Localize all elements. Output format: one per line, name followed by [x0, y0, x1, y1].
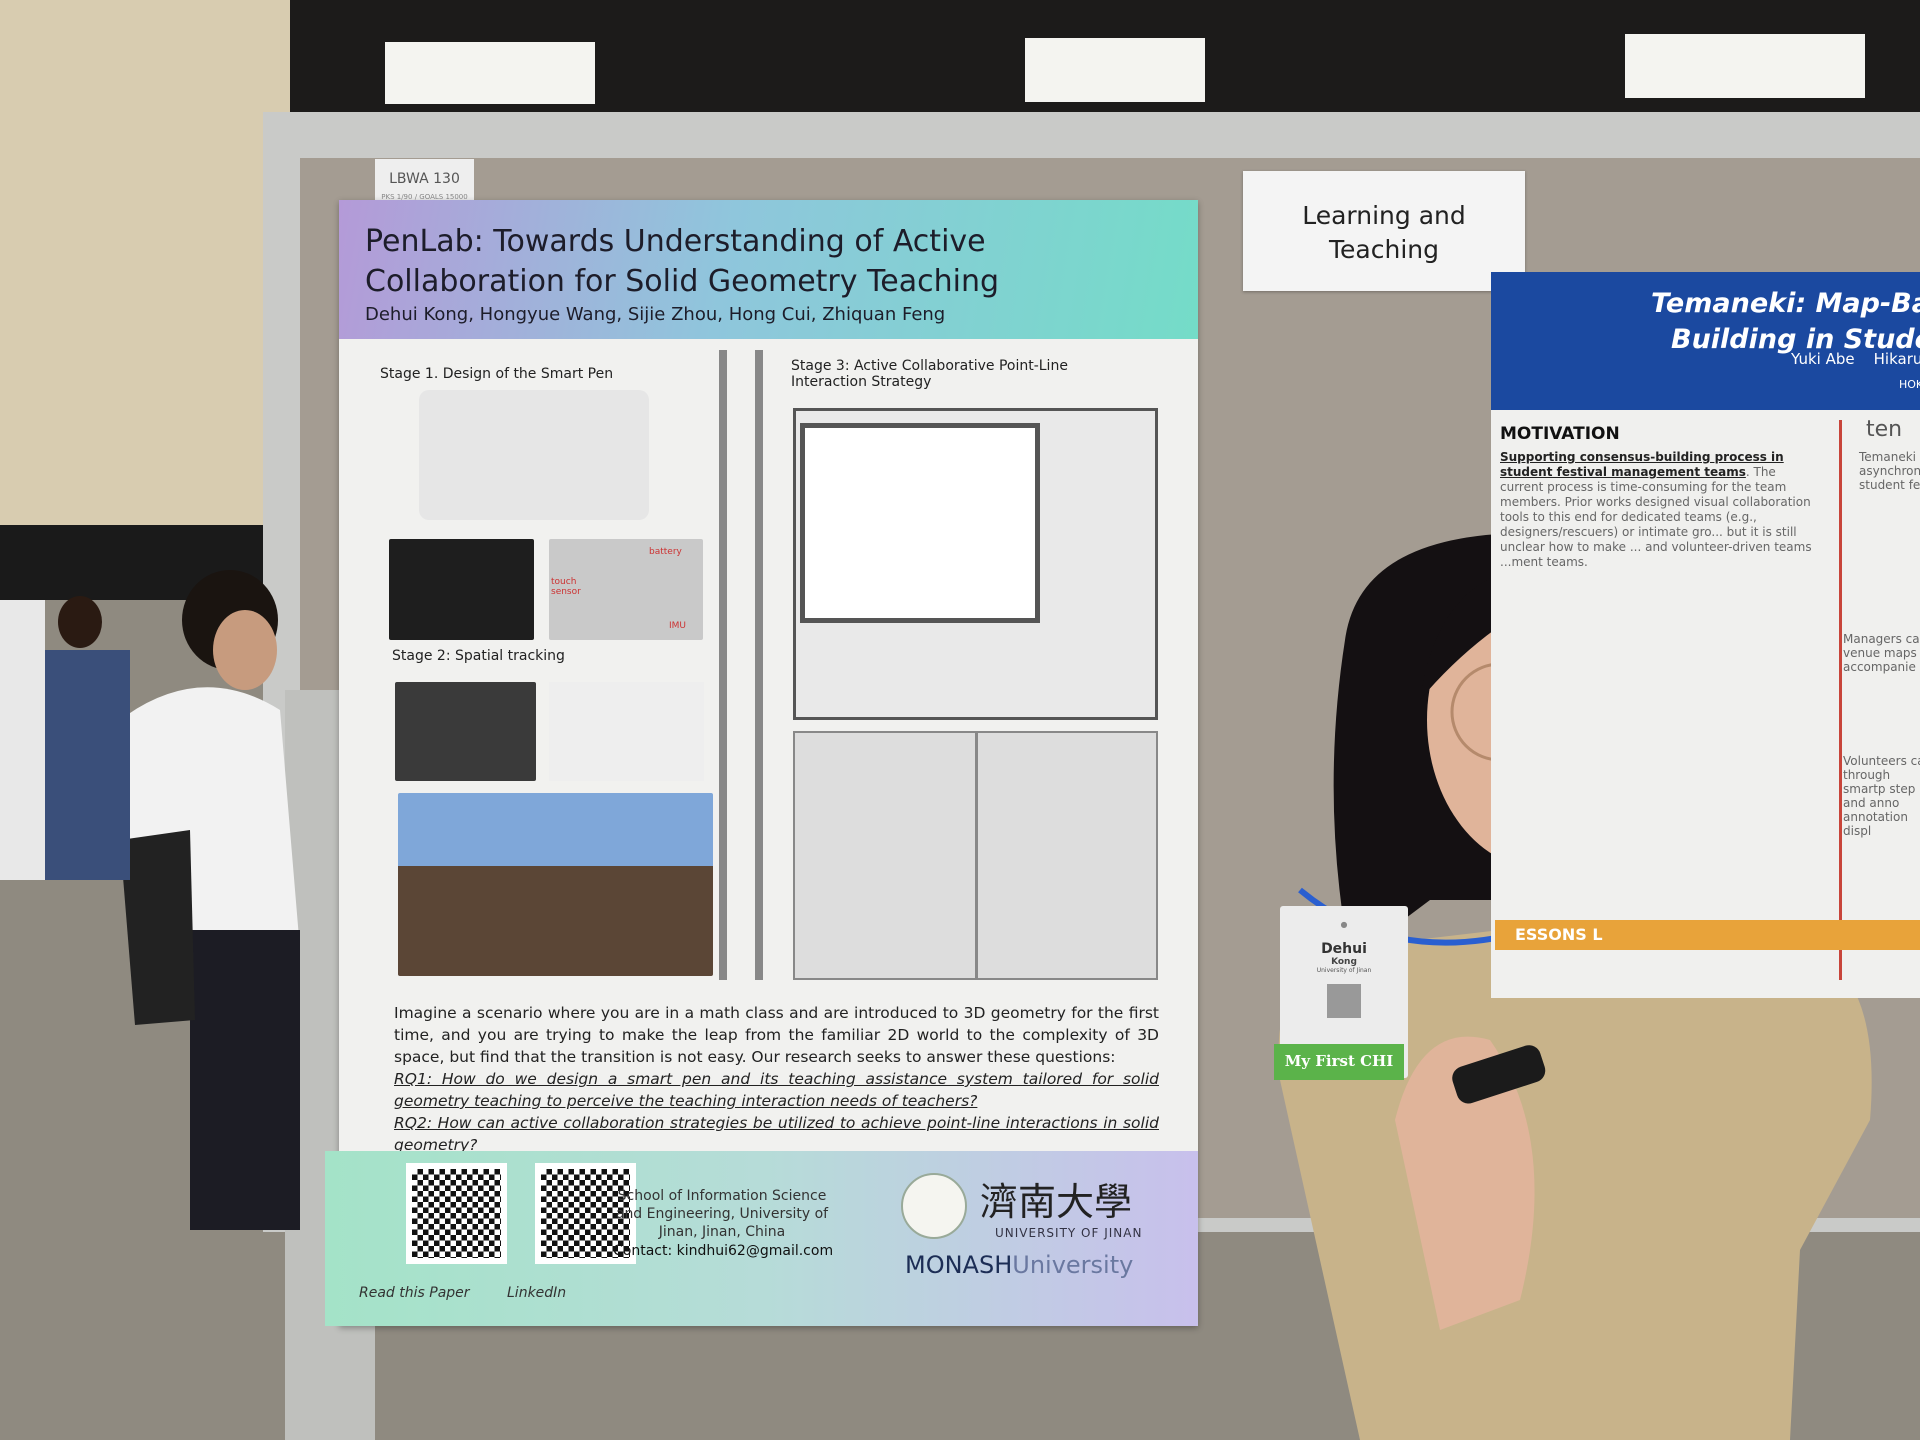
- jinan-logo-chinese: 濟南大學: [980, 1180, 1133, 1224]
- badge-org: University of Jinan: [1316, 967, 1372, 974]
- intro-text: Imagine a scenario where you are in a ma…: [394, 1004, 1159, 1066]
- poster-authors: Dehui Kong, Hongyue Wang, Sijie Zhou, Ho…: [365, 304, 946, 325]
- sign-line1: Learning and: [1302, 201, 1466, 230]
- smart-pen-illustration: [419, 390, 649, 520]
- neighbor-poster-header: Temaneki: Map-Base Building in Student Yu…: [1491, 272, 1920, 410]
- volunteers-text: Volunteers ca through smartp step and an…: [1843, 754, 1920, 838]
- affiliation: School of Information Science and Engine…: [615, 1188, 829, 1240]
- penlab-poster: PenLab: Towards Understanding of Active …: [325, 200, 1198, 1326]
- neighbor-title-line2: Building in Student: [1671, 324, 1920, 355]
- motivation-bold: Supporting consensus-building process in…: [1500, 450, 1784, 479]
- monash-suffix: University: [1012, 1251, 1134, 1279]
- ceiling: [0, 0, 1920, 125]
- jinan-seal-logo: [901, 1173, 967, 1239]
- poster-body: Imagine a scenario where you are in a ma…: [394, 1002, 1159, 1156]
- neighbor-authors: Yuki Abe Hikaru: [1791, 350, 1920, 368]
- board-number: LBWA 130: [389, 171, 460, 187]
- ceiling-light: [1625, 34, 1865, 98]
- pen-photo: [389, 539, 534, 640]
- bystander: [0, 596, 130, 880]
- temaneki-logo-text: ten: [1866, 417, 1903, 442]
- badge-qr: [1327, 984, 1361, 1018]
- poster-title: PenLab: Towards Understanding of Active …: [365, 224, 999, 299]
- qr-linkedin[interactable]: [535, 1163, 636, 1264]
- neighbor-title: Temaneki: Map-Base Building in Student: [1651, 286, 1920, 358]
- neighbor-title-line1: Temaneki: Map-Base: [1651, 288, 1920, 319]
- battery-label: battery: [649, 547, 682, 557]
- wall: [0, 0, 290, 530]
- monash-logo: MONASHUniversity: [905, 1251, 1133, 1279]
- column-divider: [1839, 420, 1842, 980]
- stage3-label: Stage 3: Active Collaborative Point-Line…: [791, 358, 1068, 390]
- board-illustration: [800, 423, 1040, 623]
- poster-header: PenLab: Towards Understanding of Active …: [339, 200, 1198, 339]
- tracking-photo: [395, 682, 536, 781]
- poster-footer: Read this Paper LinkedIn School of Infor…: [325, 1151, 1198, 1326]
- category-sign: Learning and Teaching: [1243, 171, 1525, 291]
- qr1-label: Read this Paper: [359, 1285, 470, 1301]
- lessons-heading: ESSONS L: [1495, 920, 1920, 950]
- first-chi-ribbon: My First CHI: [1274, 1044, 1404, 1080]
- name-badge: ● Dehui Kong University of Jinan My Firs…: [1274, 906, 1408, 1080]
- tracking-device-image: [549, 682, 704, 781]
- motivation-heading: MOTIVATION: [1500, 424, 1620, 444]
- jinan-logo-english: UNIVERSITY OF JINAN: [995, 1226, 1143, 1240]
- classroom-illustration: [793, 408, 1158, 720]
- rq2: RQ2: How can active collaboration strate…: [394, 1114, 1159, 1154]
- sign-line2: Teaching: [1329, 235, 1439, 264]
- motivation-text: Supporting consensus-building process in…: [1500, 450, 1815, 570]
- imu-label: IMU: [669, 621, 687, 631]
- tag-fine-print: PKS 1/90 / GOALS 15000: [381, 193, 468, 201]
- qr-paper[interactable]: [406, 1163, 507, 1264]
- ceiling-light: [1025, 38, 1205, 102]
- neighbor-institution: HOK: [1899, 378, 1920, 391]
- qr2-label: LinkedIn: [507, 1285, 567, 1301]
- monash-word: MONASH: [905, 1251, 1013, 1279]
- contact-email: Contact: kindhui62@gmail.com: [613, 1243, 834, 1259]
- timeline-arrow: [755, 350, 763, 980]
- touch-label: touch sensor: [551, 577, 581, 597]
- motivation-body: . The current process is time-consuming …: [1500, 465, 1812, 569]
- managers-text: Managers ca venue maps accompanie: [1843, 632, 1920, 674]
- vr-screenshot: [398, 793, 713, 976]
- badge-first-name: Dehui: [1321, 941, 1367, 957]
- stage1-label: Stage 1. Design of the Smart Pen: [380, 366, 614, 382]
- bystander: [120, 570, 300, 1230]
- stage2-label: Stage 2: Spatial tracking: [392, 648, 565, 664]
- timeline-line: [719, 350, 727, 980]
- rq1: RQ1: How do we design a smart pen and it…: [394, 1070, 1159, 1110]
- badge-last-name: Kong: [1331, 957, 1357, 967]
- neighbor-poster: Temaneki: Map-Base Building in Student Yu…: [1491, 272, 1920, 998]
- ceiling-light: [385, 42, 595, 104]
- pen-internals-photo: battery touch sensor IMU: [549, 539, 703, 640]
- col2-text: Temaneki asynchron student fes: [1859, 450, 1920, 492]
- interaction-panels: [793, 731, 1158, 980]
